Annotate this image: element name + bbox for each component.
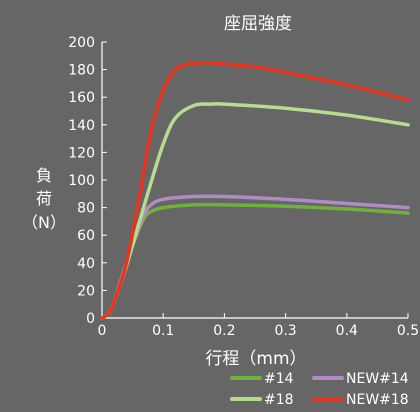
- y-tick-label: 100: [68, 173, 95, 189]
- x-tick-label: 0.5: [397, 323, 419, 339]
- y-tick-label: 160: [68, 90, 95, 106]
- y-axis-label: 負荷 （N）: [22, 166, 66, 232]
- legend-label-new18: NEW#18: [346, 392, 409, 408]
- legend-label-18: #18: [264, 392, 294, 408]
- series-lines: [100, 60, 410, 320]
- y-axis-label-part: 負: [36, 166, 52, 185]
- x-tick-label: 0.2: [213, 323, 235, 339]
- x-ticks: 0 0.1 0.2 0.3 0.4 0.5: [98, 313, 419, 339]
- y-tick-label: 200: [68, 35, 95, 51]
- x-tick-label: 0.3: [274, 323, 296, 339]
- legend: #14 NEW#14 #18 NEW#18: [230, 371, 409, 408]
- x-axis-title: 行程（mm）: [205, 349, 306, 369]
- y-tick-label: 120: [68, 145, 95, 161]
- y-axis-label-part: 荷: [36, 189, 52, 208]
- chart-title: 座屈強度: [224, 14, 292, 34]
- y-axis-label-part: （N）: [22, 213, 66, 232]
- axes: [101, 42, 408, 319]
- y-tick-label: 80: [77, 201, 95, 217]
- x-tick-label: 0.4: [336, 323, 358, 339]
- x-tick-label: 0.1: [152, 323, 174, 339]
- y-tick-label: 0: [86, 311, 95, 327]
- y-ticks: 0 20 40 60 80 100 120 140 160 180 200: [68, 35, 107, 327]
- y-tick-label: 140: [68, 118, 95, 134]
- legend-label-new14: NEW#14: [346, 371, 409, 387]
- y-tick-label: 60: [77, 228, 95, 244]
- series-line-new18: [100, 60, 410, 320]
- series-line-14: [100, 202, 410, 320]
- y-tick-label: 20: [77, 283, 95, 299]
- y-tick-label: 40: [77, 256, 95, 272]
- y-tick-label: 180: [68, 63, 95, 79]
- legend-label-14: #14: [264, 371, 294, 387]
- x-tick-label: 0: [98, 323, 107, 339]
